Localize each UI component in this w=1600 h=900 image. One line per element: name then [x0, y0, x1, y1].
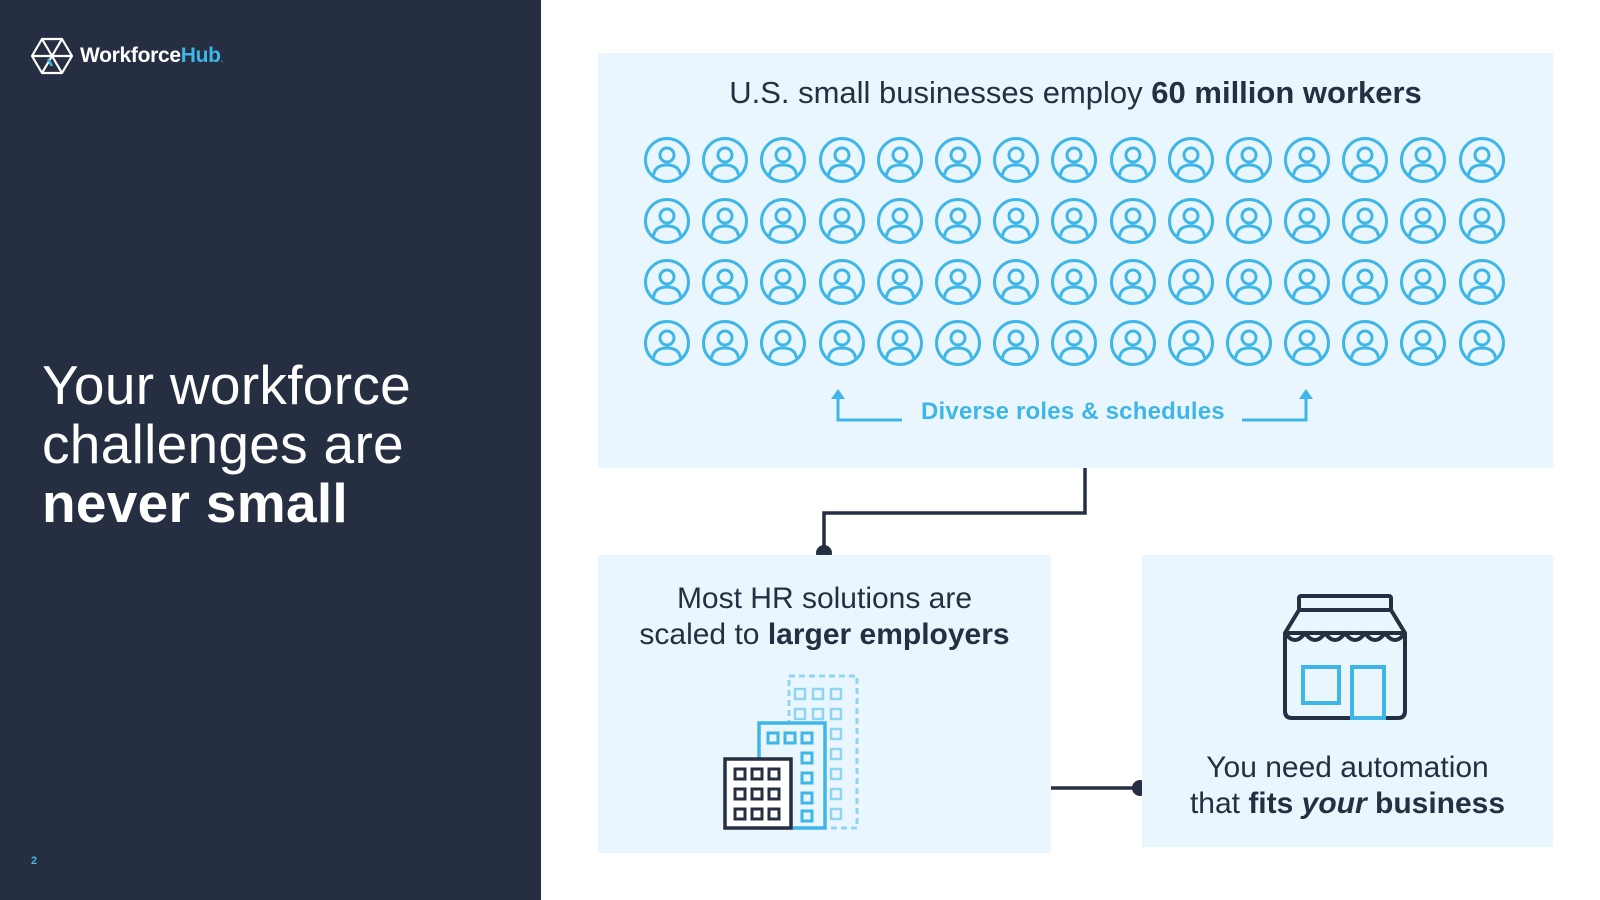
person-circle-icon [1109, 136, 1157, 184]
person-circle-icon [876, 258, 924, 306]
workers-stat-card: U.S. small businesses employ 60 million … [598, 53, 1553, 468]
person-circle-icon [992, 319, 1040, 367]
arrow-up-left-icon [831, 389, 902, 422]
person-circle-icon [992, 258, 1040, 306]
person-circle-icon [934, 136, 982, 184]
person-circle-icon [1109, 258, 1157, 306]
person-circle-icon [1167, 319, 1215, 367]
person-circle-icon [1050, 258, 1098, 306]
arrow-up-right-icon [1242, 389, 1313, 422]
person-circle-icon [759, 197, 807, 245]
person-circle-icon [1399, 319, 1447, 367]
headline-line-2: challenges are [42, 413, 404, 475]
person-circle-icon [992, 197, 1040, 245]
person-circle-icon [643, 319, 691, 367]
person-circle-icon [643, 258, 691, 306]
person-circle-icon [876, 197, 924, 245]
person-circle-icon [1399, 136, 1447, 184]
person-circle-icon [1283, 136, 1331, 184]
person-circle-icon [818, 258, 866, 306]
person-circle-icon [701, 319, 749, 367]
person-circle-icon [759, 319, 807, 367]
logo-text-dot: . [220, 55, 223, 64]
logo: WorkforceHub. [31, 37, 223, 75]
person-circle-icon [1283, 258, 1331, 306]
page-headline: Your workforce challenges are never smal… [42, 356, 411, 533]
person-circle-icon [1341, 197, 1389, 245]
person-circle-icon [1341, 136, 1389, 184]
automation-line-2-bold-end: business [1366, 787, 1506, 820]
person-circle-icon [1283, 197, 1331, 245]
person-circle-icon [1225, 136, 1273, 184]
automation-line-1: You need automation [1206, 751, 1489, 784]
person-circle-icon [701, 197, 749, 245]
office-buildings-icon [723, 674, 859, 830]
person-circle-icon [1050, 197, 1098, 245]
diverse-roles-label: Diverse roles & schedules [921, 398, 1225, 425]
person-circle-icon [934, 197, 982, 245]
storefront-icon [1283, 594, 1407, 720]
person-circle-icon [1167, 136, 1215, 184]
person-circle-icon [1109, 197, 1157, 245]
logo-text-accent: Hub [180, 44, 221, 67]
person-circle-icon [759, 258, 807, 306]
workers-stat-title-bold: 60 million workers [1151, 75, 1422, 110]
headline-line-1: Your workforce [42, 354, 412, 416]
workforcehub-logo-icon [31, 37, 73, 75]
person-circle-icon [701, 136, 749, 184]
person-circle-icon [1399, 258, 1447, 306]
person-circle-icon [1458, 258, 1506, 306]
person-circle-icon [818, 319, 866, 367]
logo-text: WorkforceHub. [80, 44, 223, 68]
workers-stat-title: U.S. small businesses employ 60 million … [598, 75, 1553, 111]
person-circle-icon [1399, 197, 1447, 245]
person-circle-icon [1283, 319, 1331, 367]
person-circle-icon [1458, 197, 1506, 245]
hr-solutions-line-2-bold: larger employers [767, 618, 1010, 651]
person-circle-icon [876, 319, 924, 367]
person-circle-icon [1225, 197, 1273, 245]
person-circle-icon [759, 136, 807, 184]
person-circle-icon [934, 258, 982, 306]
hr-solutions-line-1: Most HR solutions are [676, 582, 973, 615]
person-circle-icon [876, 136, 924, 184]
person-circle-icon [1225, 319, 1273, 367]
person-circle-icon [643, 197, 691, 245]
person-circle-icon [992, 136, 1040, 184]
person-circle-icon [1167, 258, 1215, 306]
hr-solutions-line-2-regular: scaled to [639, 618, 768, 651]
person-circle-icon [1458, 319, 1506, 367]
person-circle-icon [1050, 319, 1098, 367]
automation-line-2-italic: your [1301, 787, 1367, 820]
automation-card: You need automation that fits your busin… [1142, 555, 1553, 847]
person-circle-icon [818, 136, 866, 184]
hr-solutions-card: Most HR solutions are scaled to larger e… [598, 555, 1051, 853]
hr-solutions-line-2: scaled to larger employers [598, 617, 1051, 653]
page-number: 2 [31, 855, 38, 867]
person-circle-icon [643, 136, 691, 184]
headline-line-3: never small [42, 472, 348, 534]
left-panel: WorkforceHub. Your workforce challenges … [0, 0, 541, 900]
automation-line-2-regular: that [1189, 787, 1249, 820]
automation-line-2-bold: fits [1248, 787, 1302, 820]
person-circle-icon [818, 197, 866, 245]
hr-solutions-text: Most HR solutions are scaled to larger e… [598, 581, 1051, 653]
automation-line-2: that fits your business [1142, 786, 1553, 822]
person-circle-icon [1167, 197, 1215, 245]
person-circle-icon [1341, 258, 1389, 306]
person-circle-icon [1225, 258, 1273, 306]
person-circle-icon [1050, 136, 1098, 184]
automation-text: You need automation that fits your busin… [1142, 750, 1553, 822]
logo-text-primary: Workforce [80, 44, 181, 67]
person-circle-icon [1458, 136, 1506, 184]
person-circle-icon [1109, 319, 1157, 367]
person-circle-icon [1341, 319, 1389, 367]
person-circle-icon [934, 319, 982, 367]
people-icon-grid [643, 136, 1516, 380]
person-circle-icon [701, 258, 749, 306]
workers-stat-title-regular: U.S. small businesses employ [729, 75, 1152, 110]
